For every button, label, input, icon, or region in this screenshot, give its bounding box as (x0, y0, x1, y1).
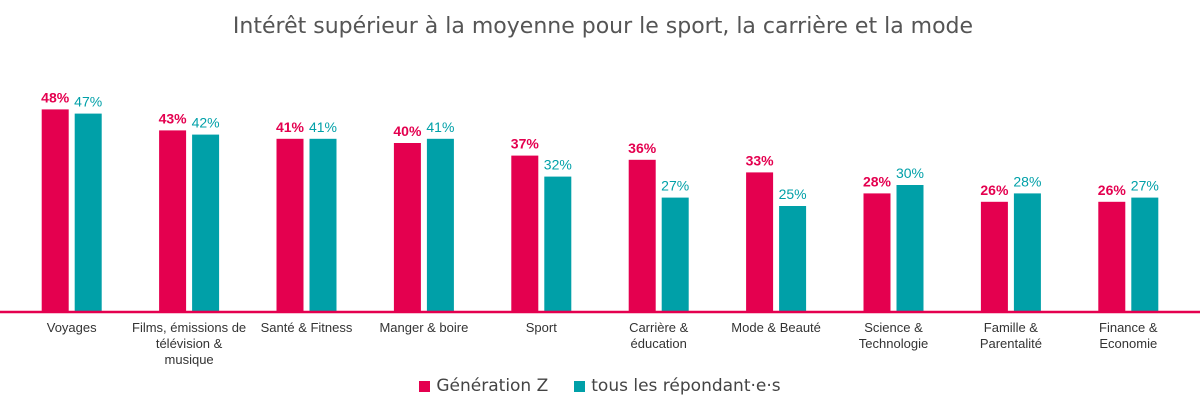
value-label-series-a-9: 26% (1098, 182, 1127, 198)
bar-series-a-8 (980, 201, 1008, 311)
value-label-series-a-6: 33% (746, 152, 775, 168)
bar-series-a-6 (746, 172, 774, 311)
value-label-series-b-7: 30% (896, 165, 924, 181)
bar-series-b-5 (661, 197, 689, 311)
bar-series-b-3 (426, 138, 454, 311)
category-label-1-line-2: musique (165, 352, 214, 367)
legend-swatch-series-b (574, 380, 586, 392)
category-label-5-line-1: éducation (631, 336, 687, 351)
value-label-series-a-4: 37% (511, 136, 540, 152)
category-label-4-line-0: Sport (526, 320, 557, 335)
category-label-7-line-0: Science & (864, 320, 923, 335)
value-label-series-b-4: 32% (544, 157, 572, 173)
value-label-series-b-5: 27% (661, 178, 689, 194)
bar-series-b-2 (309, 138, 337, 311)
value-label-series-b-0: 47% (74, 94, 102, 110)
value-labels-group: 48% 47%43% 42% 41% 41% 40% 41%37%32%36%27%33%2… (41, 89, 1159, 202)
category-label-9-line-1: Economie (1099, 336, 1157, 351)
legend-swatch-series-a (419, 380, 431, 392)
bar-series-b-9 (1131, 197, 1159, 311)
legend-label-series-b: tous les répondant·e·s (591, 376, 781, 396)
category-label-2-line-0: Santé & Fitness (261, 320, 353, 335)
bar-series-a-5 (628, 159, 656, 311)
value-label-series-a-5: 36% (628, 140, 657, 156)
category-label-5-line-0: Carrière & (629, 320, 689, 335)
value-label-series-a-3: 40% (393, 123, 422, 139)
bar-series-b-6 (779, 206, 807, 311)
category-label-7-line-1: Technologie (859, 336, 928, 351)
value-label-series-a-1: 43% (159, 110, 188, 126)
bars-group (41, 109, 1159, 312)
value-label-series-a-7: 28% (863, 173, 892, 189)
bar-series-b-8 (1013, 193, 1041, 311)
category-label-0-line-0: Voyages (47, 320, 97, 335)
bar-series-b-0 (74, 113, 102, 311)
legend-item-series-b: tous les répondant·e·s (574, 376, 781, 396)
chart-title: Intérêt supérieur à la moyenne pour le s… (233, 14, 973, 39)
bar-series-a-4 (511, 155, 539, 311)
category-label-1-line-0: Films, émissions de (132, 320, 246, 335)
bar-series-b-1 (192, 134, 220, 311)
value-label-series-b-8: 28% (1013, 173, 1041, 189)
category-label-8-line-1: Parentalité (980, 336, 1042, 351)
value-label-series-a-2: 41% (276, 119, 305, 135)
value-label-series-a-0: 48% (41, 89, 70, 105)
category-label-3-line-0: Manger & boire (379, 320, 468, 335)
legend-label-series-a: Génération Z (436, 376, 549, 396)
value-label-series-b-2: 41% (309, 119, 337, 135)
legend: Génération Z tous les répondant·e·s (0, 376, 1200, 396)
bar-series-a-2 (276, 138, 304, 311)
bar-series-b-4 (544, 176, 572, 311)
bar-series-b-7 (896, 185, 924, 311)
bar-series-a-9 (1098, 201, 1126, 311)
bar-series-a-3 (393, 143, 421, 311)
category-label-1-line-1: télévision & (156, 336, 223, 351)
value-label-series-a-8: 26% (980, 182, 1009, 198)
category-label-6-line-0: Mode & Beauté (731, 320, 821, 335)
bar-series-a-1 (159, 130, 187, 311)
value-label-series-b-9: 27% (1131, 178, 1159, 194)
category-label-8-line-0: Famille & (984, 320, 1039, 335)
legend-item-series-a: Génération Z (419, 376, 548, 396)
value-label-series-b-3: 41% (426, 119, 454, 135)
category-label-9-line-0: Finance & (1099, 320, 1158, 335)
value-label-series-b-6: 25% (779, 186, 807, 202)
bar-series-a-7 (863, 193, 891, 311)
value-label-series-b-1: 42% (192, 115, 220, 131)
bar-series-a-0 (41, 109, 69, 312)
